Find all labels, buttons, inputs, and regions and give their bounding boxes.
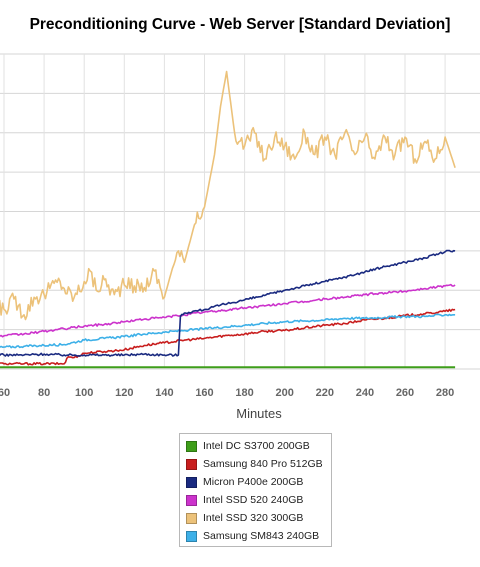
legend-item: Samsung 840 Pro 512GB — [186, 455, 331, 473]
legend-label: Micron P400e 200GB — [203, 476, 304, 488]
x-tick-label: 80 — [38, 387, 50, 399]
legend-swatch — [186, 476, 197, 488]
legend: Intel DC S3700 200GB Samsung 840 Pro 512G… — [179, 433, 332, 547]
legend-swatch — [186, 494, 197, 506]
grid-layer — [0, 53, 480, 370]
legend-label: Samsung 840 Pro 512GB — [203, 458, 323, 470]
x-tick-label: 240 — [356, 387, 374, 399]
chart-title: Preconditioning Curve - Web Server [Stan… — [29, 16, 451, 33]
x-tick-label: 200 — [276, 387, 294, 399]
x-tick-label: 120 — [115, 387, 133, 399]
legend-item: Intel DC S3700 200GB — [186, 437, 331, 455]
x-tick-label: 100 — [75, 387, 93, 399]
x-tick-label: 180 — [235, 387, 253, 399]
legend-item: Samsung SM843 240GB — [186, 527, 331, 545]
legend-label: Intel SSD 520 240GB — [203, 494, 304, 506]
x-tick-label: 220 — [316, 387, 334, 399]
series-line — [0, 283, 456, 338]
series-line — [0, 249, 456, 357]
x-tick-label: 260 — [396, 387, 414, 399]
legend-item: Intel SSD 520 240GB — [186, 491, 331, 509]
legend-swatch — [186, 530, 197, 542]
x-tick-label: 60 — [0, 387, 10, 399]
legend-label: Intel SSD 320 300GB — [203, 512, 304, 524]
series-layer — [0, 70, 456, 369]
x-axis-label: Minutes — [236, 406, 282, 421]
x-tick-labels: 60 80 100 120 140 160 180 200 220 240 260 280 — [0, 387, 454, 399]
legend-swatch — [186, 458, 197, 470]
legend-item: Micron P400e 200GB — [186, 473, 331, 491]
x-tick-label: 280 — [436, 387, 454, 399]
x-tick-label: 140 — [155, 387, 173, 399]
legend-label: Samsung SM843 240GB — [203, 530, 320, 542]
series-line — [0, 70, 456, 321]
series-line — [0, 313, 456, 349]
legend-item: Intel SSD 320 300GB — [186, 509, 331, 527]
legend-swatch — [186, 512, 197, 524]
legend-swatch — [186, 440, 197, 452]
legend-label: Intel DC S3700 200GB — [203, 440, 310, 452]
x-tick-label: 160 — [195, 387, 213, 399]
